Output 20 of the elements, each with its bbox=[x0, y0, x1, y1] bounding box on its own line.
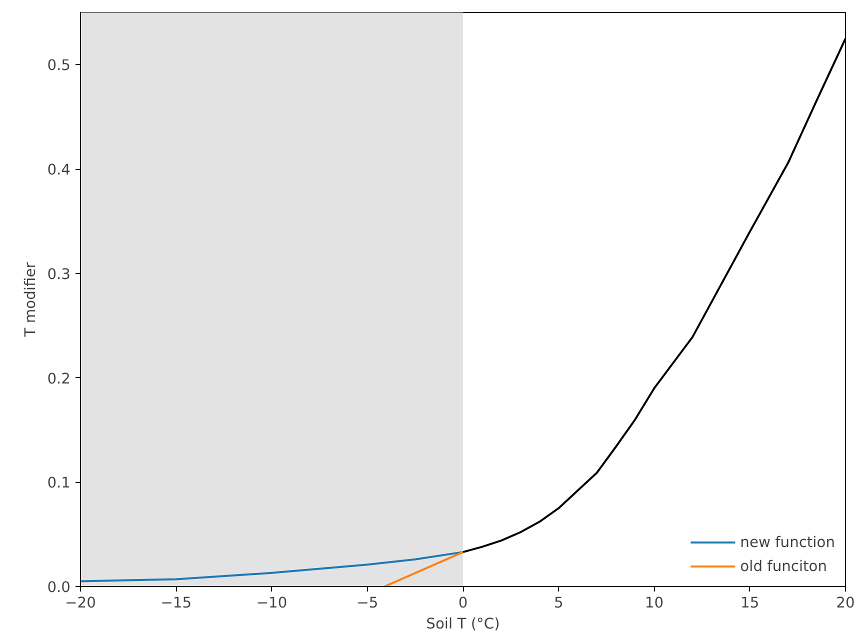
x-tick-label: −10 bbox=[256, 594, 288, 612]
x-tick-label: 15 bbox=[740, 594, 760, 612]
x-tick-label: 20 bbox=[836, 594, 855, 612]
x-axis-title: Soil T (°C) bbox=[426, 616, 500, 632]
x-tick-label: 0 bbox=[458, 594, 468, 612]
legend-label: new function bbox=[740, 534, 835, 550]
line-series bbox=[80, 551, 464, 582]
x-tick-label: −20 bbox=[65, 594, 96, 612]
y-tick-label: 0.2 bbox=[47, 370, 71, 388]
y-tick-label: 0.4 bbox=[47, 162, 71, 179]
x-tick-label: −15 bbox=[160, 594, 192, 612]
y-tick-label: 0.5 bbox=[47, 57, 71, 74]
y-tick-label: 0.3 bbox=[47, 266, 71, 283]
x-tick-label: 5 bbox=[554, 594, 564, 612]
x-tick-label: −5 bbox=[356, 594, 378, 612]
y-tick-label: 0.0 bbox=[47, 579, 71, 596]
x-tick-label: 10 bbox=[644, 594, 664, 612]
legend-label: old funciton bbox=[740, 558, 828, 574]
y-axis-title: T modifier bbox=[22, 261, 40, 338]
y-tick-label: 0.1 bbox=[47, 474, 71, 492]
